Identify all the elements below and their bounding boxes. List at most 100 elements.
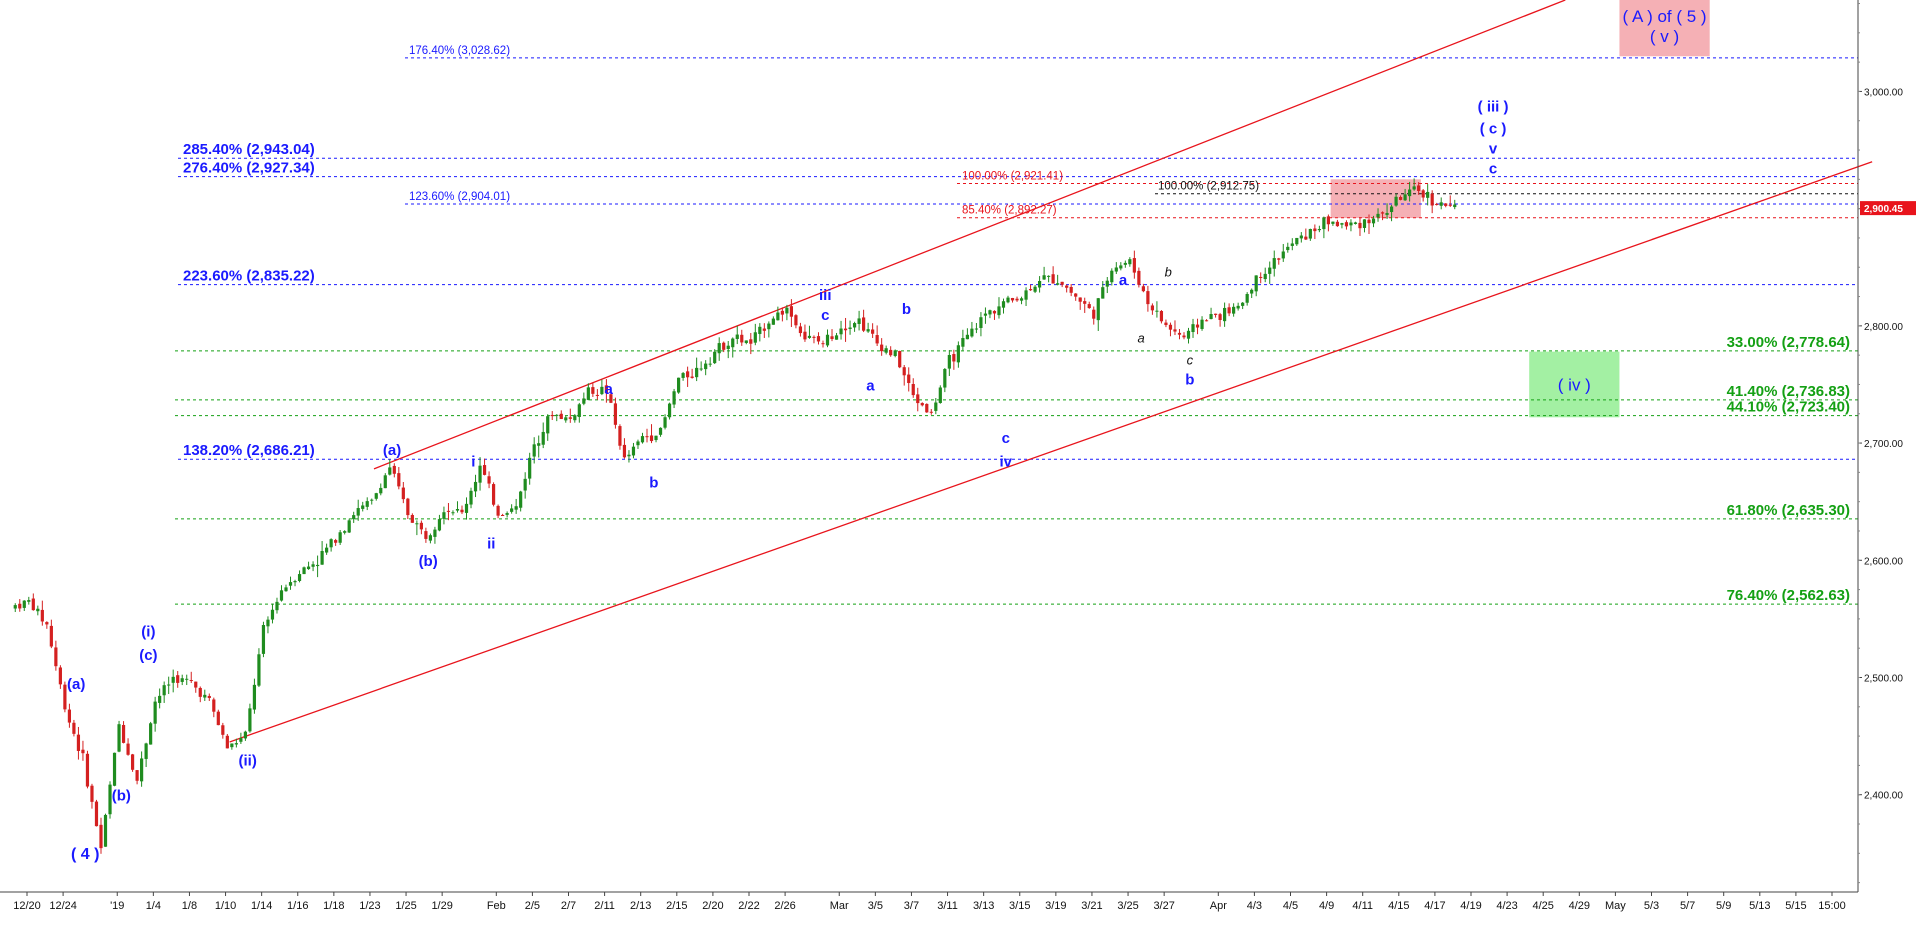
- candle-body: [1182, 335, 1186, 338]
- candle-body: [925, 403, 929, 413]
- candle-body: [221, 725, 225, 735]
- candle-body: [726, 345, 730, 349]
- candle-body: [911, 383, 915, 396]
- candle-body: [1435, 203, 1439, 205]
- candle-body: [704, 363, 708, 370]
- candle-body: [1186, 330, 1191, 339]
- wave-label: a: [866, 377, 875, 394]
- channel-line: [373, 0, 1566, 470]
- candle-body: [667, 403, 672, 418]
- date-tick-label: 3/25: [1117, 900, 1138, 912]
- candle-body: [1065, 285, 1069, 288]
- candlesticks: [13, 178, 1457, 854]
- candle-body: [758, 326, 762, 334]
- candle-body: [1159, 311, 1164, 322]
- zone-label: ( A ) of ( 5 ): [1623, 7, 1707, 26]
- candle-body: [501, 515, 505, 517]
- candle-body: [929, 411, 933, 413]
- date-tick-label: 1/23: [359, 900, 380, 912]
- date-tick-label: 5/15: [1785, 900, 1806, 912]
- candle-body: [1326, 216, 1330, 225]
- candle-body: [1087, 304, 1091, 309]
- candle-body: [1340, 223, 1344, 225]
- date-tick-label: 4/5: [1283, 900, 1298, 912]
- candle-body: [144, 743, 148, 759]
- candle-body: [1331, 221, 1335, 224]
- candle-body: [1241, 302, 1245, 306]
- candle-body: [699, 368, 703, 370]
- candle-body: [898, 350, 902, 368]
- wave-label: (ii): [238, 752, 256, 769]
- wave-label: a: [604, 381, 613, 398]
- candle-body: [622, 444, 627, 458]
- candle-body: [1155, 310, 1159, 312]
- candle-body: [424, 531, 428, 539]
- date-tick-label: 3/15: [1009, 900, 1030, 912]
- candle-body: [130, 754, 135, 770]
- candle-body: [126, 743, 130, 755]
- candle-body: [135, 770, 139, 781]
- zone-label-secondary: ( v ): [1650, 27, 1679, 46]
- current-price-tag: [1860, 201, 1916, 216]
- candle-body: [225, 735, 229, 749]
- candle-body: [821, 343, 825, 345]
- date-tick-label: 1/16: [287, 900, 308, 912]
- candle-body: [437, 519, 442, 531]
- date-tick-label: Apr: [1210, 900, 1227, 912]
- date-tick-label: 3/5: [868, 900, 883, 912]
- candle-body: [1430, 193, 1434, 206]
- candle-body: [171, 676, 175, 683]
- wave-label: i: [471, 454, 475, 471]
- candle-body: [419, 522, 423, 530]
- date-tick-label: 15:00: [1818, 900, 1846, 912]
- candle-body: [257, 654, 261, 686]
- candle-body: [961, 338, 965, 347]
- candle-body: [1417, 185, 1421, 191]
- candle-body: [744, 340, 748, 343]
- candle-body: [455, 508, 460, 511]
- candle-body: [514, 506, 518, 510]
- candle-body: [740, 334, 744, 343]
- candle-body: [487, 476, 491, 484]
- candle-body: [1223, 307, 1227, 322]
- candle-body: [117, 724, 121, 752]
- date-tick-label: 3/11: [937, 900, 958, 912]
- fib-label-green: 61.80% (2,635.30): [1727, 502, 1850, 519]
- wave-label: (i): [141, 623, 155, 640]
- candle-body: [1047, 275, 1051, 277]
- candle-body: [1286, 246, 1290, 251]
- candle-body: [446, 510, 451, 512]
- candle-body: [645, 436, 649, 438]
- candle-body: [1191, 324, 1195, 333]
- candle-body: [325, 547, 329, 553]
- candle-body: [207, 695, 211, 699]
- candle-body: [185, 678, 189, 680]
- candle-body: [731, 338, 735, 348]
- candle-body: [356, 508, 360, 516]
- candle-body: [297, 574, 302, 581]
- candle-body: [1195, 324, 1200, 328]
- candle-body: [686, 371, 690, 378]
- date-tick-label: 4/29: [1569, 900, 1590, 912]
- date-tick-label: 4/19: [1460, 900, 1481, 912]
- date-tick-label: 3/21: [1081, 900, 1102, 912]
- candle-body: [767, 323, 771, 330]
- candle-body: [586, 387, 590, 400]
- candle-body: [140, 758, 144, 782]
- date-tick-label: 2/20: [702, 900, 723, 912]
- candle-body: [239, 738, 243, 742]
- date-tick-label: 2/26: [774, 900, 795, 912]
- candle-body: [654, 435, 658, 441]
- date-tick-label: 3/13: [973, 900, 994, 912]
- candle-body: [1078, 297, 1082, 302]
- candle-body: [1439, 202, 1443, 206]
- candle-body: [85, 753, 90, 787]
- candle-body: [464, 503, 469, 513]
- candle-body: [505, 513, 509, 515]
- wave-label: b: [1165, 265, 1172, 280]
- candle-body: [1137, 270, 1141, 285]
- candle-body: [798, 326, 803, 334]
- date-tick-label: 5/13: [1749, 900, 1770, 912]
- candle-body: [952, 354, 956, 362]
